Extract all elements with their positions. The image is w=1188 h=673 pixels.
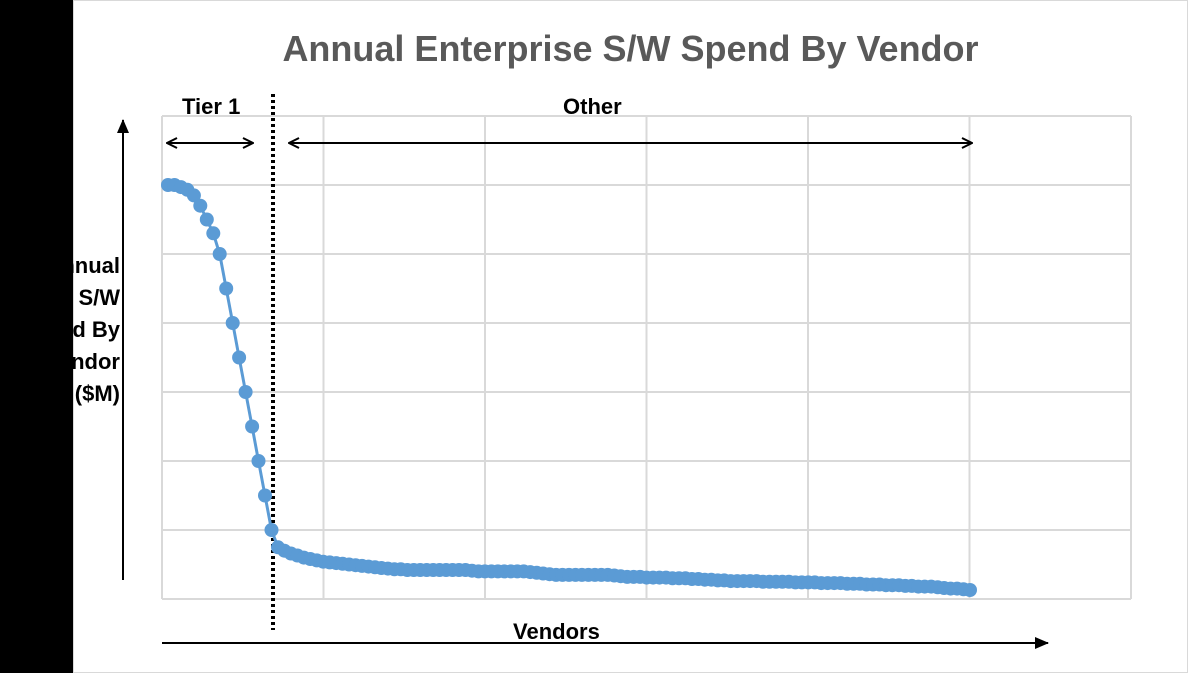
data-point: [258, 488, 272, 503]
y-axis-label-line: Annual: [45, 253, 120, 278]
chart-title: Annual Enterprise S/W Spend By Vendor: [282, 28, 979, 69]
data-point: [238, 385, 253, 399]
data-point: [245, 419, 260, 434]
annotation-arrows: [117, 94, 1049, 649]
data-point: [264, 523, 279, 537]
grid-layer: [161, 115, 1132, 600]
chart-panel: [73, 0, 1188, 673]
data-point: [251, 454, 266, 468]
data-point: [212, 247, 227, 261]
tier1-label: Tier 1: [182, 94, 241, 119]
y-axis-label-line: Spend By: [18, 316, 120, 342]
y-axis-label: Annual S/W Spend By Vendor ($M): [0, 250, 120, 409]
data-point: [225, 316, 240, 330]
data-point: [219, 281, 234, 296]
other-label: Other: [563, 94, 622, 119]
y-axis-label-line: ($M): [74, 380, 120, 406]
series-layer: [161, 178, 977, 597]
y-axis-label-line: S/W: [78, 284, 120, 310]
data-point: [206, 226, 221, 241]
y-axis-label-line: Vendor: [45, 348, 120, 374]
data-point: [186, 188, 201, 203]
data-point: [199, 212, 214, 227]
x-axis-label: Vendors: [513, 619, 600, 644]
data-point: [193, 198, 208, 213]
data-point: [232, 350, 247, 365]
data-point: [963, 583, 977, 597]
